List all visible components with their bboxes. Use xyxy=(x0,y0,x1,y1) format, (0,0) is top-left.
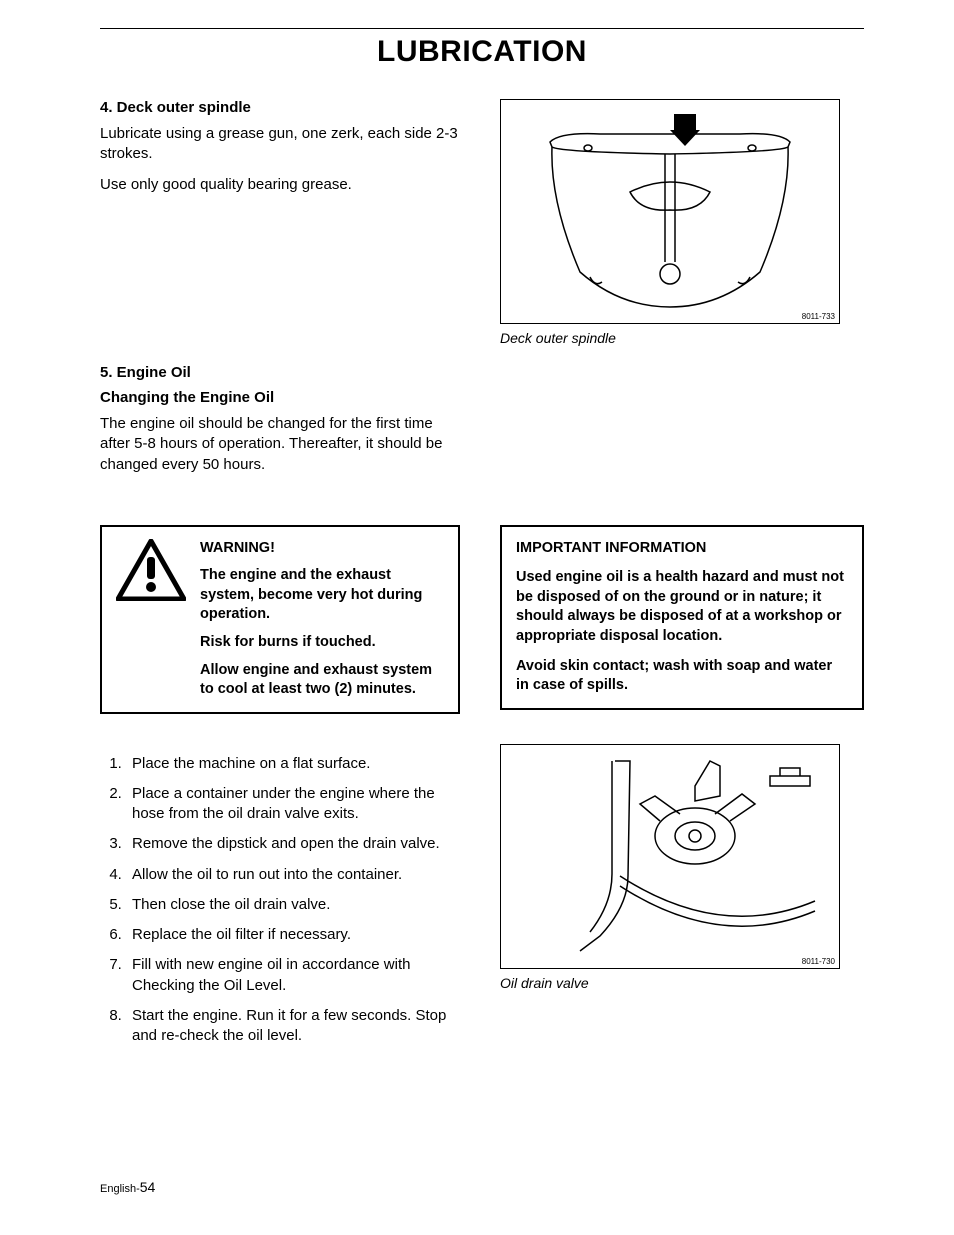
section-4-p1: Lubricate using a grease gun, one zerk, … xyxy=(100,124,460,165)
important-info-box: IMPORTANT INFORMATION Used engine oil is… xyxy=(500,525,864,710)
section-5-intro: 5. Engine Oil Changing the Engine Oil Th… xyxy=(100,364,864,475)
section-5-heading: 5. Engine Oil xyxy=(100,364,460,381)
oil-change-steps: Place the machine on a flat surface. Pla… xyxy=(100,754,460,1047)
step-2: Place a container under the engine where… xyxy=(126,784,460,825)
section-5-subheading: Changing the Engine Oil xyxy=(100,389,460,406)
info-p1: Used engine oil is a health hazard and m… xyxy=(516,568,848,646)
section-4-figure-col: 8011-733 Deck outer spindle xyxy=(500,99,864,346)
manual-page: LUBRICATION 4. Deck outer spindle Lubric… xyxy=(0,0,954,1235)
boxes-row: WARNING! The engine and the exhaust syst… xyxy=(100,495,864,714)
footer-lang: English- xyxy=(100,1183,140,1195)
step-6: Replace the oil filter if necessary. xyxy=(126,925,460,945)
figure-oil-drain: 8011-730 xyxy=(500,744,840,969)
figure-1-code: 8011-733 xyxy=(802,312,835,321)
step-3: Remove the dipstick and open the drain v… xyxy=(126,834,460,854)
page-title: LUBRICATION xyxy=(100,35,864,69)
section-4-heading: 4. Deck outer spindle xyxy=(100,99,460,116)
steps-row: Place the machine on a flat surface. Pla… xyxy=(100,724,864,1057)
oil-drain-illustration xyxy=(520,756,820,956)
step-5: Then close the oil drain valve. xyxy=(126,895,460,915)
warning-p2: Risk for burns if touched. xyxy=(200,633,444,653)
warning-p1: The engine and the exhaust system, becom… xyxy=(200,566,444,625)
warning-content: WARNING! The engine and the exhaust syst… xyxy=(200,539,444,700)
warning-triangle-icon xyxy=(116,539,186,601)
step-7: Fill with new engine oil in accordance w… xyxy=(126,955,460,996)
figure-2-code: 8011-730 xyxy=(802,957,835,966)
figure-1-caption: Deck outer spindle xyxy=(500,330,864,346)
top-rule xyxy=(100,28,864,29)
section-4-row: 4. Deck outer spindle Lubricate using a … xyxy=(100,99,864,346)
section-5-p1: The engine oil should be changed for the… xyxy=(100,414,460,475)
warning-box: WARNING! The engine and the exhaust syst… xyxy=(100,525,460,714)
info-title: IMPORTANT INFORMATION xyxy=(516,539,848,559)
info-p2: Avoid skin contact; wash with soap and w… xyxy=(516,657,848,696)
section-4-text: 4. Deck outer spindle Lubricate using a … xyxy=(100,99,460,346)
step-1: Place the machine on a flat surface. xyxy=(126,754,460,774)
warning-p3: Allow engine and exhaust system to cool … xyxy=(200,661,444,700)
step-8: Start the engine. Run it for a few secon… xyxy=(126,1006,460,1047)
warning-title: WARNING! xyxy=(200,539,444,559)
step-4: Allow the oil to run out into the contai… xyxy=(126,865,460,885)
footer-page-num: 54 xyxy=(140,1179,156,1195)
page-footer: English-54 xyxy=(100,1179,155,1195)
figure-2-caption: Oil drain valve xyxy=(500,975,864,991)
section-4-p2: Use only good quality bearing grease. xyxy=(100,175,460,195)
figure-deck-spindle: 8011-733 xyxy=(500,99,840,324)
deck-spindle-illustration xyxy=(520,112,820,312)
